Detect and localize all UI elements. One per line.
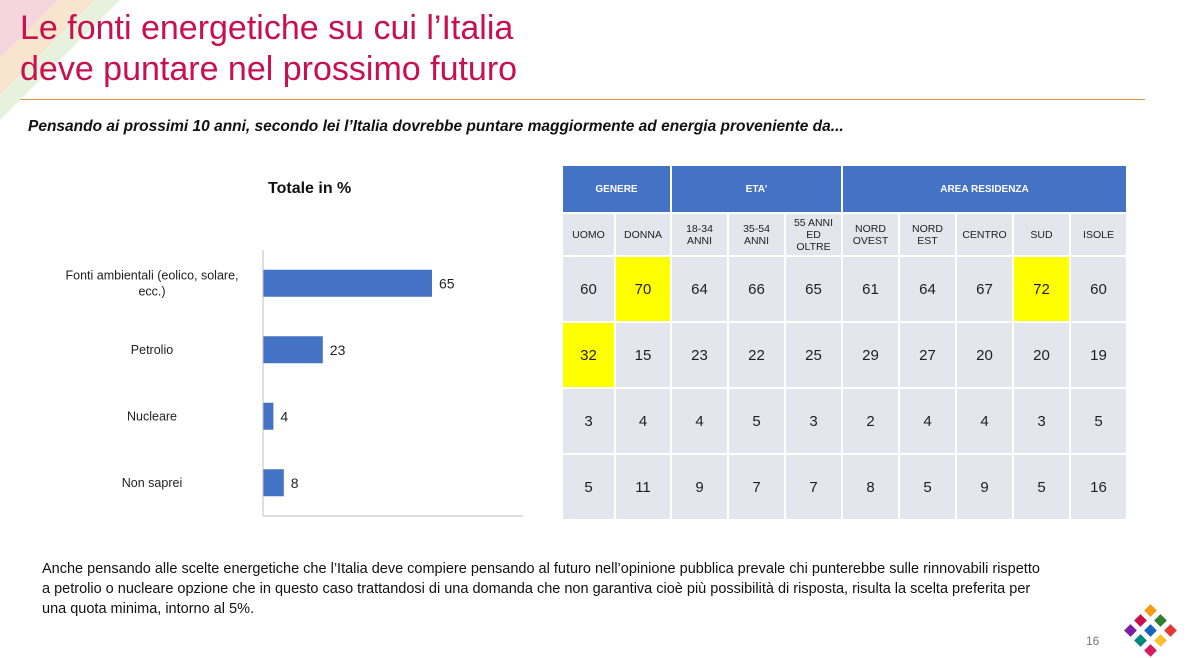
column-header-9: ISOLE <box>1069 212 1128 257</box>
table-cell: 29 <box>841 321 900 389</box>
table-cell: 3 <box>1012 387 1071 455</box>
breakdown-table-wrapper: GENERE ETA' AREA RESIDENZA UOMO DONNA 18-34 A… <box>561 164 1128 521</box>
page-number: 16 <box>1086 634 1100 648</box>
bar-1 <box>263 336 323 364</box>
table-cell: 8 <box>841 453 900 521</box>
table-row: 32 15 23 22 25 29 27 20 20 19 <box>561 321 1128 389</box>
category-label-1: Petrolio <box>131 343 173 357</box>
column-header-row: UOMO DONNA 18-34 ANNI 35-54 ANNI 55 ANNI ED OLT… <box>561 212 1128 257</box>
bar-0 <box>263 269 432 297</box>
table-cell: 66 <box>727 255 786 323</box>
commentary-text: Anche pensando alle scelte energetiche c… <box>42 561 1040 617</box>
table-cell: 27 <box>898 321 957 389</box>
bar-value-label-1: 23 <box>330 342 346 358</box>
table-cell: 2 <box>841 387 900 455</box>
table-cell: 22 <box>727 321 786 389</box>
table-cell: 5 <box>727 387 786 455</box>
bar-2 <box>263 402 274 430</box>
table-cell: 3 <box>561 387 616 455</box>
table-cell: 60 <box>1069 255 1128 323</box>
column-header-0: UOMO <box>561 212 616 257</box>
group-header-1: ETA' <box>670 164 843 214</box>
group-header-0: GENERE <box>561 164 672 214</box>
chart-title: Totale in % <box>268 180 352 197</box>
slide-title: Le fonti energetiche su cui l’Italia dev… <box>20 8 517 90</box>
title-divider <box>20 99 1145 100</box>
column-header-1: DONNA <box>614 212 672 257</box>
category-label-2: Nucleare <box>127 409 177 423</box>
table-cell: 32 <box>561 321 616 389</box>
column-header-8: SUD <box>1012 212 1071 257</box>
table-row: 60 70 64 66 65 61 64 67 72 60 <box>561 255 1128 323</box>
table-cell: 5 <box>561 453 616 521</box>
category-label-0: Fonti ambientali (eolico, solare, ecc.) <box>66 268 239 298</box>
table-cell: 65 <box>784 255 843 323</box>
table-cell: 64 <box>670 255 729 323</box>
table-cell: 3 <box>784 387 843 455</box>
table-cell: 7 <box>727 453 786 521</box>
table-cell: 20 <box>955 321 1014 389</box>
table-cell: 23 <box>670 321 729 389</box>
column-header-3: 35-54 ANNI <box>727 212 786 257</box>
table-cell: 15 <box>614 321 672 389</box>
slide-title-line-2: deve puntare nel prossimo futuro <box>20 50 518 88</box>
column-header-7: CENTRO <box>955 212 1014 257</box>
table-row: 5 11 9 7 7 8 5 9 5 16 <box>561 453 1128 521</box>
column-header-6: NORD EST <box>898 212 957 257</box>
breakdown-table: GENERE ETA' AREA RESIDENZA UOMO DONNA 18-34 A… <box>561 164 1128 521</box>
bar-3 <box>263 469 284 497</box>
table-cell: 4 <box>955 387 1014 455</box>
table-cell: 64 <box>898 255 957 323</box>
table-cell: 61 <box>841 255 900 323</box>
column-header-2: 18-34 ANNI <box>670 212 729 257</box>
bar-chart: 65 Fonti ambientali (eolico, solare, ecc.)… <box>66 250 523 517</box>
table-cell: 9 <box>955 453 1014 521</box>
column-header-4: 55 ANNI ED OLTRE <box>784 212 843 257</box>
category-label-3: Non saprei <box>122 476 182 490</box>
table-cell: 9 <box>670 453 729 521</box>
group-header-row: GENERE ETA' AREA RESIDENZA <box>561 164 1128 214</box>
brand-logo <box>1124 604 1177 657</box>
table-cell: 11 <box>614 453 672 521</box>
column-header-5: NORD OVEST <box>841 212 900 257</box>
table-cell: 72 <box>1012 255 1071 323</box>
table-cell: 16 <box>1069 453 1128 521</box>
table-cell: 20 <box>1012 321 1071 389</box>
table-cell: 7 <box>784 453 843 521</box>
table-cell: 25 <box>784 321 843 389</box>
bar-value-label-2: 4 <box>280 408 288 424</box>
slide-title-line-1: Le fonti energetiche su cui l’Italia <box>20 9 514 47</box>
table-cell: 19 <box>1069 321 1128 389</box>
table-cell: 4 <box>670 387 729 455</box>
table-cell: 70 <box>614 255 672 323</box>
table-cell: 5 <box>1069 387 1128 455</box>
bar-value-label-3: 8 <box>291 475 299 491</box>
table-cell: 67 <box>955 255 1014 323</box>
bar-value-label-0: 65 <box>439 275 455 291</box>
table-cell: 5 <box>898 453 957 521</box>
table-cell: 4 <box>898 387 957 455</box>
table-cell: 5 <box>1012 453 1071 521</box>
group-header-2: AREA RESIDENZA <box>841 164 1128 214</box>
table-cell: 60 <box>561 255 616 323</box>
survey-question: Pensando ai prossimi 10 anni, secondo le… <box>28 118 844 135</box>
table-cell: 4 <box>614 387 672 455</box>
corner-decoration <box>0 0 120 120</box>
